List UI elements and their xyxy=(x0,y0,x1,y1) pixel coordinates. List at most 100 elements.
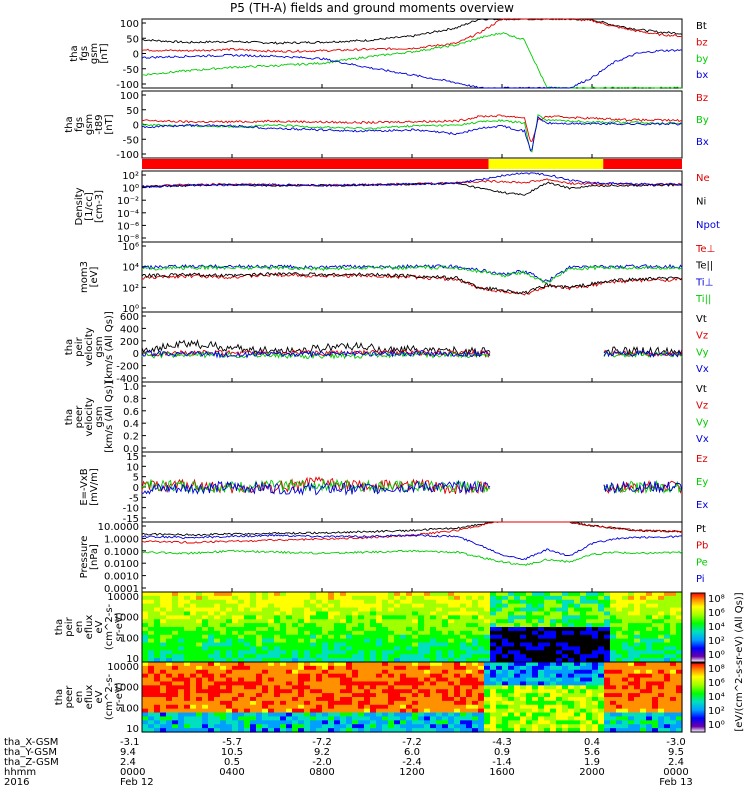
heatmap-cell xyxy=(616,681,623,686)
heatmap-cell xyxy=(274,669,281,675)
heatmap-cell xyxy=(304,720,311,725)
heatmap-cell xyxy=(382,689,389,694)
heatmap-cell xyxy=(274,708,281,714)
heatmap-cell xyxy=(250,720,257,725)
heatmap-cell xyxy=(364,673,371,679)
heatmap-cell xyxy=(586,654,593,659)
heatmap-cell xyxy=(478,603,485,609)
heatmap-cell xyxy=(148,595,155,601)
heatmap-cell xyxy=(538,642,545,648)
heatmap-cell xyxy=(646,665,653,671)
heatmap-cell xyxy=(490,595,497,601)
heatmap-cell xyxy=(496,592,503,597)
heatmap-cell xyxy=(142,704,149,710)
heatmap-cell xyxy=(220,603,227,609)
heatmap-cell xyxy=(418,720,425,725)
heatmap-cell xyxy=(250,677,257,683)
heatmap-cell xyxy=(532,693,539,698)
heatmap-cell xyxy=(142,669,149,675)
heatmap-cell xyxy=(346,677,353,683)
heatmap-cell xyxy=(658,642,665,648)
heatmap-cell xyxy=(340,611,347,616)
heatmap-cell xyxy=(658,658,665,663)
heatmap-cell xyxy=(388,669,395,675)
heatmap-cell xyxy=(190,592,197,597)
heatmap-cell xyxy=(526,685,533,690)
heatmap-cell xyxy=(484,693,491,698)
heatmap-cell xyxy=(238,685,245,690)
heatmap-cell xyxy=(262,728,269,733)
heatmap-cell xyxy=(544,669,551,675)
heatmap-cell xyxy=(226,630,233,636)
heatmap-cell xyxy=(658,630,665,636)
heatmap-cell xyxy=(232,619,239,624)
heatmap-cell xyxy=(676,724,683,729)
heatmap-cell xyxy=(562,595,569,601)
heatmap-cell xyxy=(442,634,449,640)
heatmap-cell xyxy=(664,650,671,655)
heatmap-cell xyxy=(262,634,269,640)
heatmap-cell xyxy=(478,615,485,620)
heatmap-cell xyxy=(298,704,305,710)
heatmap-cell xyxy=(508,673,515,679)
heatmap-cell xyxy=(334,662,341,667)
heatmap-cell xyxy=(460,728,467,733)
heatmap-cell xyxy=(514,704,521,710)
heatmap-cell xyxy=(544,728,551,733)
heatmap-cell xyxy=(286,685,293,690)
heatmap-cell xyxy=(148,630,155,636)
heatmap-cell xyxy=(616,662,623,667)
heatmap-cell xyxy=(352,704,359,710)
x-row-value: 0400 xyxy=(219,767,244,778)
heatmap-cell xyxy=(676,627,683,632)
heatmap-cell xyxy=(454,720,461,725)
heatmap-cell xyxy=(676,665,683,671)
heatmap-cell xyxy=(394,646,401,651)
panel-ylabel-line: tha xyxy=(64,116,75,132)
heatmap-cell xyxy=(544,619,551,624)
heatmap-cell xyxy=(154,638,161,644)
heatmap-cell xyxy=(208,662,215,667)
heatmap-cell xyxy=(286,700,293,706)
heatmap-cell xyxy=(298,603,305,609)
heatmap-cell xyxy=(496,728,503,733)
heatmap-cell xyxy=(574,592,581,597)
heatmap-cell xyxy=(430,704,437,710)
heatmap-cell xyxy=(490,693,497,698)
heatmap-cell xyxy=(334,638,341,644)
heatmap-cell xyxy=(610,708,617,714)
heatmap-cell xyxy=(364,712,371,718)
heatmap-cell xyxy=(214,654,221,659)
heatmap-cell xyxy=(412,658,419,663)
heatmap-cell xyxy=(394,685,401,690)
heatmap-cell xyxy=(670,592,677,597)
heatmap-cell xyxy=(550,603,557,609)
heatmap-cell xyxy=(604,689,611,694)
x-row-value: -2.4 xyxy=(402,757,422,768)
panel-ylabel-line: gsm xyxy=(94,406,105,427)
heatmap-cell xyxy=(274,627,281,632)
heatmap-cell xyxy=(472,611,479,616)
x-row-value: 0.4 xyxy=(584,737,600,748)
heatmap-cell xyxy=(364,724,371,729)
heatmap-cell xyxy=(394,615,401,620)
heatmap-cell xyxy=(586,704,593,710)
heatmap-cell xyxy=(532,611,539,616)
heatmap-cell xyxy=(568,685,575,690)
heatmap-cell xyxy=(214,592,221,597)
heatmap-cell xyxy=(238,677,245,683)
heatmap-cell xyxy=(184,662,191,667)
heatmap-cell xyxy=(604,599,611,605)
heatmap-cell xyxy=(538,611,545,616)
legend-entry: Ne xyxy=(696,173,710,184)
heatmap-cell xyxy=(364,669,371,675)
heatmap-cell xyxy=(160,708,167,714)
heatmap-cell xyxy=(274,646,281,651)
heatmap-cell xyxy=(532,603,539,609)
heatmap-cell xyxy=(430,712,437,718)
heatmap-cell xyxy=(586,634,593,640)
heatmap-cell xyxy=(262,599,269,605)
heatmap-cell xyxy=(604,708,611,714)
heatmap-cell xyxy=(202,665,209,671)
heatmap-cell xyxy=(586,716,593,721)
